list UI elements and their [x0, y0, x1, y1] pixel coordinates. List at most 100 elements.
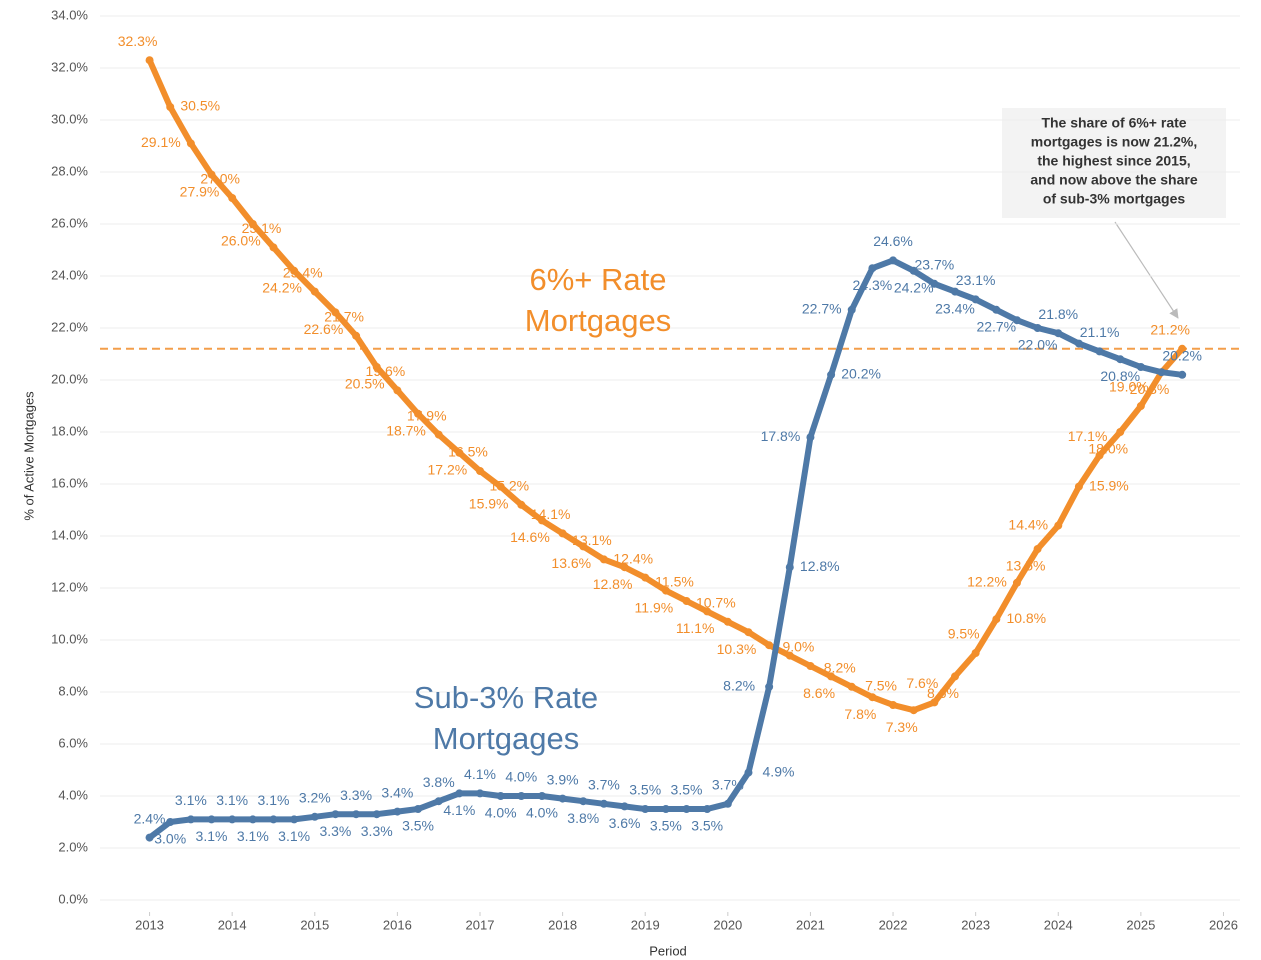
- data-label: 10.7%: [696, 595, 736, 611]
- data-point: [827, 672, 836, 681]
- data-label: 29.1%: [141, 134, 181, 150]
- data-label: 3.4%: [381, 784, 413, 800]
- data-point: [393, 386, 402, 395]
- data-label: 3.9%: [547, 771, 579, 787]
- data-label: 2.4%: [134, 810, 166, 826]
- data-point: [517, 792, 526, 800]
- y-tick-label: 0.0%: [58, 891, 88, 906]
- data-point: [310, 812, 319, 821]
- data-point: [744, 628, 753, 637]
- data-label: 23.4%: [283, 264, 323, 280]
- x-tick-label: 2014: [218, 917, 247, 932]
- data-point: [310, 287, 319, 296]
- data-point: [207, 815, 216, 824]
- data-label: 30.5%: [180, 98, 220, 114]
- data-point: [682, 805, 691, 813]
- data-point: [1157, 368, 1166, 377]
- x-tick-label: 2016: [383, 917, 412, 932]
- data-label: 3.3%: [361, 823, 393, 839]
- data-label: 32.3%: [118, 33, 158, 49]
- data-point: [290, 266, 299, 275]
- data-point: [166, 103, 175, 111]
- data-label: 24.2%: [894, 280, 934, 296]
- data-label: 21.2%: [1150, 322, 1190, 338]
- y-tick-label: 22.0%: [51, 319, 88, 334]
- data-label: 4.9%: [763, 763, 795, 779]
- data-point: [765, 682, 774, 691]
- data-label: 3.5%: [402, 818, 434, 834]
- data-label: 3.1%: [196, 828, 228, 844]
- y-tick-label: 6.0%: [58, 735, 88, 750]
- annotation-text: of sub-3% mortgages: [1043, 191, 1186, 207]
- data-point: [703, 607, 712, 616]
- data-point: [971, 295, 980, 304]
- data-label: 3.5%: [691, 818, 723, 834]
- data-label: 24.6%: [873, 233, 913, 249]
- data-point: [971, 649, 980, 657]
- data-label: 17.1%: [1068, 428, 1108, 444]
- data-point: [599, 799, 608, 808]
- data-point: [537, 516, 546, 525]
- data-label: 14.6%: [510, 529, 550, 545]
- y-tick-label: 8.0%: [58, 683, 88, 698]
- data-label: 3.3%: [319, 823, 351, 839]
- data-label: 4.0%: [485, 805, 517, 821]
- data-point: [661, 586, 670, 595]
- y-tick-label: 26.0%: [51, 215, 88, 230]
- data-label: 11.9%: [635, 599, 674, 615]
- data-label: 15.2%: [489, 478, 529, 494]
- data-label: 13.1%: [572, 532, 612, 548]
- data-label: 12.2%: [967, 574, 1007, 590]
- data-label: 25.1%: [242, 220, 282, 236]
- data-label: 21.8%: [1038, 306, 1078, 322]
- data-label: 14.4%: [1008, 516, 1048, 532]
- data-point: [476, 467, 484, 475]
- data-label: 24.3%: [853, 277, 893, 293]
- data-label: 11.1%: [676, 620, 715, 636]
- data-label: 18.7%: [386, 423, 426, 439]
- data-point: [620, 802, 629, 811]
- data-label: 3.1%: [175, 792, 207, 808]
- data-label: 4.1%: [443, 802, 475, 818]
- data-label: 9.5%: [948, 626, 980, 642]
- data-label: 22.7%: [976, 319, 1016, 335]
- data-point: [331, 308, 340, 317]
- data-point: [372, 363, 381, 371]
- data-label: 22.0%: [1018, 337, 1058, 353]
- data-point: [641, 573, 650, 582]
- data-label: 7.6%: [906, 675, 938, 691]
- data-point: [496, 792, 505, 800]
- data-point: [414, 409, 423, 418]
- annotation-text: the highest since 2015,: [1037, 153, 1190, 169]
- data-label: 20.3%: [1130, 381, 1170, 397]
- data-label: 16.5%: [448, 444, 488, 460]
- data-label: 4.0%: [526, 805, 558, 821]
- data-label: 27.9%: [180, 183, 220, 199]
- data-label: 3.8%: [423, 774, 455, 790]
- data-point: [930, 698, 939, 707]
- annotation-text: and now above the share: [1030, 172, 1197, 188]
- data-label: 8.6%: [803, 685, 835, 701]
- data-point: [1074, 339, 1083, 348]
- y-axis-title: % of Active Mortgages: [21, 391, 36, 521]
- data-label: 20.8%: [1100, 368, 1140, 384]
- x-tick-label: 2025: [1126, 917, 1155, 932]
- data-point: [1074, 482, 1083, 491]
- data-label: 23.4%: [935, 300, 975, 316]
- data-point: [806, 433, 815, 442]
- series-name: Sub-3% Rate: [414, 680, 598, 715]
- data-point: [496, 482, 505, 491]
- data-point: [1136, 402, 1145, 410]
- data-point: [785, 651, 794, 660]
- data-point: [661, 805, 670, 813]
- data-label: 21.7%: [324, 309, 364, 325]
- data-point: [1116, 355, 1125, 364]
- data-label: 4.1%: [464, 766, 496, 782]
- data-point: [558, 794, 567, 803]
- data-point: [806, 662, 815, 670]
- x-tick-label: 2026: [1209, 917, 1238, 932]
- data-point: [889, 256, 898, 265]
- annotation-box: [1002, 108, 1226, 218]
- y-tick-label: 10.0%: [51, 631, 88, 646]
- data-point: [455, 448, 464, 457]
